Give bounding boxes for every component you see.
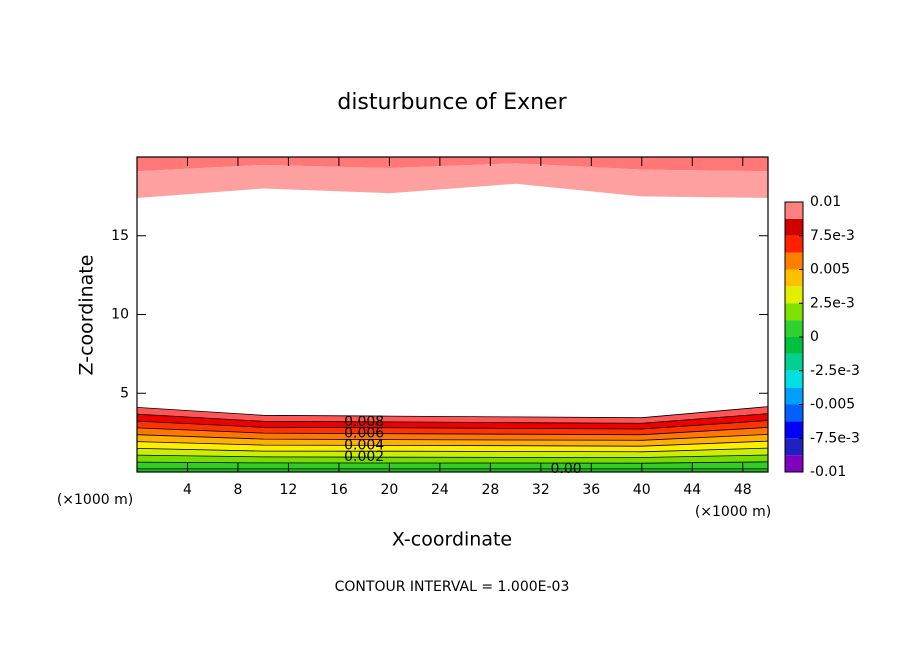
colorbar-tick-label: 0 [810,329,819,345]
x-tick-label: 4 [183,482,192,498]
colorbar-band [785,455,803,472]
colorbar-band [785,235,803,253]
colorbar-tick-label: -7.5e-3 [810,430,860,446]
colorbar-tick-label: -0.005 [810,397,855,413]
x-tick-label: 32 [532,482,550,498]
colorbar-band [785,252,803,270]
y-tick-label: 15 [111,228,129,244]
x-tick-label: 20 [380,482,398,498]
contour-line [136,447,769,453]
contour-line [136,454,769,458]
y-tick-label: 10 [111,307,129,323]
colorbar-band [785,269,803,287]
colorbar-tick-label: 0.01 [810,194,841,210]
colorbar-band [785,337,803,354]
contour-fill [137,157,768,172]
contour-fill [137,461,768,469]
colorbar-band [785,303,803,321]
chart-title: disturbunce of Exner [337,90,567,115]
x-tick-label: 36 [582,482,600,498]
contour-fill [137,163,768,198]
colorbar-band [785,218,803,236]
contour-label: 0.002 [344,449,384,465]
y-tick-label: 5 [120,385,129,401]
y-axis-label: Z-coordinate [76,255,98,376]
colorbar-band [785,353,803,371]
y-unit-label: (×1000 m) [57,492,133,508]
x-tick-label: 28 [481,482,499,498]
colorbar-band [785,438,803,456]
colorbar-band [785,370,803,388]
colorbar-tick-label: 2.5e-3 [810,295,855,311]
contour-line [136,406,769,419]
x-tick-label: 48 [734,482,752,498]
colorbar-band [785,404,803,422]
colorbar-band [785,387,803,405]
x-tick-label: 24 [431,482,449,498]
contour-label: 0.008 [344,414,384,430]
colorbar-tick-label: 7.5e-3 [810,228,855,244]
x-unit-label: (×1000 m) [695,504,771,520]
contour-fill [137,441,768,452]
colorbar-band [785,421,803,439]
contour-line [136,440,769,447]
contour-fill [137,427,768,441]
contour-label: 0.006 [344,426,384,442]
contour-line [136,427,769,436]
contour-line [136,461,769,464]
colorbar-band [785,286,803,304]
contour-label: 0.00 [550,461,581,477]
colorbar-tick-label: -0.01 [810,464,846,480]
contour-label: 0.004 [344,437,384,453]
contour-line [136,413,769,424]
colorbar-band [785,202,803,219]
contour-fill [137,468,768,472]
x-tick-label: 44 [683,482,701,498]
contour-fill [137,420,768,435]
colorbar-band [785,320,803,337]
contour-fill [137,434,768,447]
contour-fill [137,413,768,429]
colorbar-tick-label: -2.5e-3 [810,363,860,379]
contour-fill [137,448,768,458]
contour-line [136,434,769,441]
x-tick-label: 40 [633,482,651,498]
colorbar-tick-label: 0.005 [810,262,850,278]
footnote: CONTOUR INTERVAL = 1.000E-03 [335,579,570,595]
contour-line [136,420,769,430]
x-tick-label: 8 [233,482,242,498]
x-tick-label: 16 [330,482,348,498]
contour-fill [137,406,768,424]
x-tick-label: 12 [280,482,298,498]
x-axis-label: X-coordinate [392,529,512,551]
